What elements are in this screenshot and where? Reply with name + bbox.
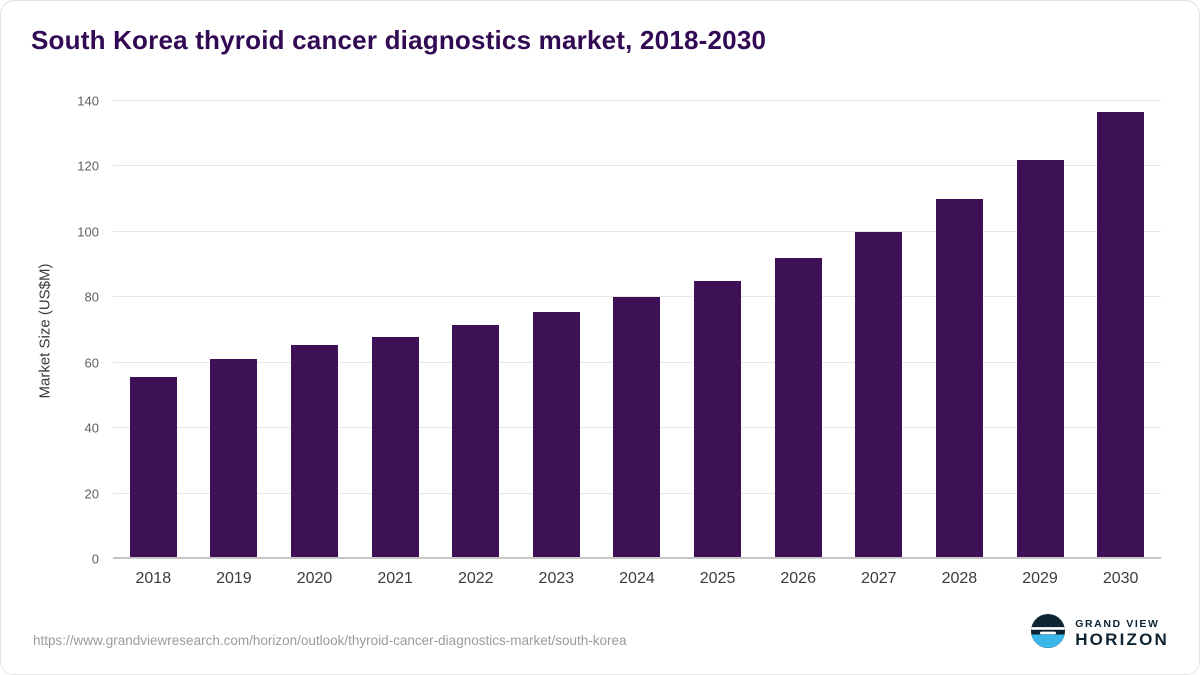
bar-2025 [694,280,742,559]
x-tick-label: 2027 [860,570,897,587]
bar-2029 [1016,159,1064,559]
x-tick-label: 2023 [538,570,575,587]
bar-column: 2028 [919,101,1000,587]
bar-2019 [210,359,258,559]
grand-view-horizon-logo: GRAND VIEW HORIZON [1030,613,1169,654]
bar-2030 [1097,112,1145,559]
gridline [113,230,1161,232]
bar-2023 [532,312,580,559]
chart-title: South Korea thyroid cancer diagnostics m… [31,25,767,55]
horizon-logo-icon [1030,613,1066,654]
plot-area: 0 20 40 60 80 100 120 140 2018 2019 2020 2021 2022 2… [77,94,1161,587]
y-tick-label: 0 [91,551,99,567]
y-tick-label: 140 [77,93,99,109]
bar-column: 2029 [1000,101,1081,587]
x-tick-label: 2021 [377,570,413,587]
x-tick-label: 2024 [619,570,655,587]
bar-column: 2021 [355,101,436,587]
x-tick-label: 2026 [780,570,816,587]
x-tick-label: 2025 [699,570,736,587]
x-tick-label: 2018 [135,570,172,587]
y-tick-label: 60 [84,355,99,371]
bar-column: 2024 [597,101,678,587]
x-axis-line [113,557,1161,559]
bar-column: 2018 [113,101,194,587]
bars: 2018 2019 2020 2021 2022 2023 2024 2025 2026 2027… [113,101,1161,587]
x-tick-label: 2020 [296,570,333,587]
x-tick-label: 2029 [1022,570,1058,587]
x-tick-label: 2030 [1102,570,1139,587]
logo-text: GRAND VIEW HORIZON [1075,618,1169,650]
bar-2022 [452,325,500,559]
y-tick-label: 20 [84,486,99,502]
bar-column: 2030 [1080,101,1161,587]
bar-2020 [291,344,339,559]
gridline [113,165,1161,167]
bar-2026 [774,258,822,559]
gridline [113,296,1161,298]
bar-2018 [129,377,177,559]
bar-2028 [935,199,983,559]
y-tick-label: 120 [77,158,99,174]
bar-2027 [855,231,903,559]
bar-column: 2025 [677,101,758,587]
logo-grand-view-label: GRAND VIEW [1075,617,1160,630]
bar-column: 2020 [274,101,355,587]
bar-column: 2027 [838,101,919,587]
bar-column: 2019 [194,101,275,587]
logo-horizon-label: HORIZON [1075,629,1169,649]
y-tick-label: 40 [84,420,99,436]
bar-column: 2022 [435,101,516,587]
bar-2021 [371,336,419,559]
bar-column: 2026 [758,101,839,587]
x-tick-label: 2022 [457,570,494,587]
y-axis-title: Market Size (US$M) [36,263,54,399]
gridline [113,100,1161,101]
x-tick-label: 2019 [216,570,252,587]
bar-column: 2023 [516,101,597,587]
x-tick-label: 2028 [941,570,978,587]
source-url: https://www.grandviewresearch.com/horizo… [33,633,627,648]
bar-2024 [613,297,661,559]
y-tick-label: 100 [77,224,99,240]
y-tick-label: 80 [84,289,99,305]
